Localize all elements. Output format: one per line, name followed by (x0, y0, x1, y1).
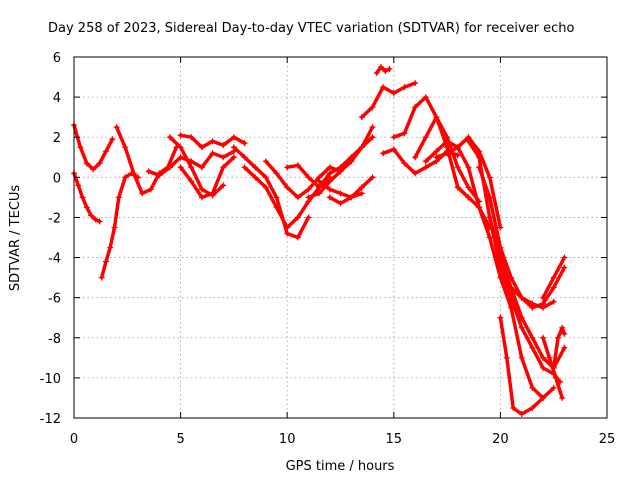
series-arc-30 (550, 324, 568, 371)
x-tick-label: 20 (492, 432, 509, 447)
series-arc-15 (316, 178, 365, 201)
series-arc-16 (358, 80, 419, 121)
series-arc-8 (177, 154, 237, 201)
series-trace (498, 315, 556, 416)
series-arc-25 (476, 164, 568, 311)
y-tick-label: -6 (48, 292, 61, 307)
series-arc-2 (71, 170, 103, 225)
series-trace (72, 171, 102, 224)
series-arc-3 (98, 170, 141, 281)
x-tick-label: 25 (599, 432, 616, 447)
y-tick-label: 6 (53, 51, 61, 66)
y-tick-label: -10 (40, 372, 61, 387)
tick-labels: 0 5 10 15 20 25 -12 -10 -8 -6 -4 -2 0 2 4 6 (40, 51, 616, 447)
series-arc-9 (230, 144, 312, 241)
y-tick-label: 0 (53, 171, 61, 186)
y-tick-label: 4 (53, 91, 61, 106)
series-arc-7 (177, 132, 248, 151)
series-trace (360, 81, 417, 119)
series-trace (232, 145, 311, 240)
x-tick-label: 5 (176, 432, 184, 447)
series-arc-20 (412, 114, 483, 205)
y-tick-label: -12 (40, 412, 61, 427)
y-tick-label: -8 (48, 332, 61, 347)
series-arc-1 (71, 122, 116, 173)
chart-title: Day 258 of 2023, Sidereal Day-to-day VTE… (48, 21, 575, 36)
x-axis-label: GPS time / hours (286, 459, 395, 474)
y-tick-label: -4 (48, 252, 61, 267)
series-arc-10 (241, 164, 333, 231)
series-arc-17 (373, 64, 393, 77)
series-arc-5 (145, 148, 237, 179)
series-arc-28 (497, 314, 557, 417)
series-arc-31 (540, 254, 568, 301)
series-arc-22 (433, 134, 504, 231)
series-trace (392, 95, 471, 200)
x-tick-label: 15 (386, 432, 403, 447)
plot-frame (73, 56, 608, 419)
series-arc-13 (305, 124, 376, 201)
series-trace (178, 155, 236, 200)
x-tick-label: 10 (279, 432, 296, 447)
series-trace (487, 215, 567, 370)
y-tick-label: 2 (53, 131, 61, 146)
data-points (71, 64, 568, 417)
x-tick-label: 0 (70, 432, 78, 447)
series-trace (99, 171, 140, 280)
y-axis-label: SDTVAR / TECUs (8, 185, 23, 292)
series-trace (456, 185, 545, 400)
series-trace (551, 326, 567, 370)
y-tick-label: -2 (48, 211, 61, 226)
axis-ticks (73, 56, 608, 419)
series-trace (374, 65, 392, 75)
grid-lines (74, 57, 607, 418)
series-trace (413, 115, 481, 204)
